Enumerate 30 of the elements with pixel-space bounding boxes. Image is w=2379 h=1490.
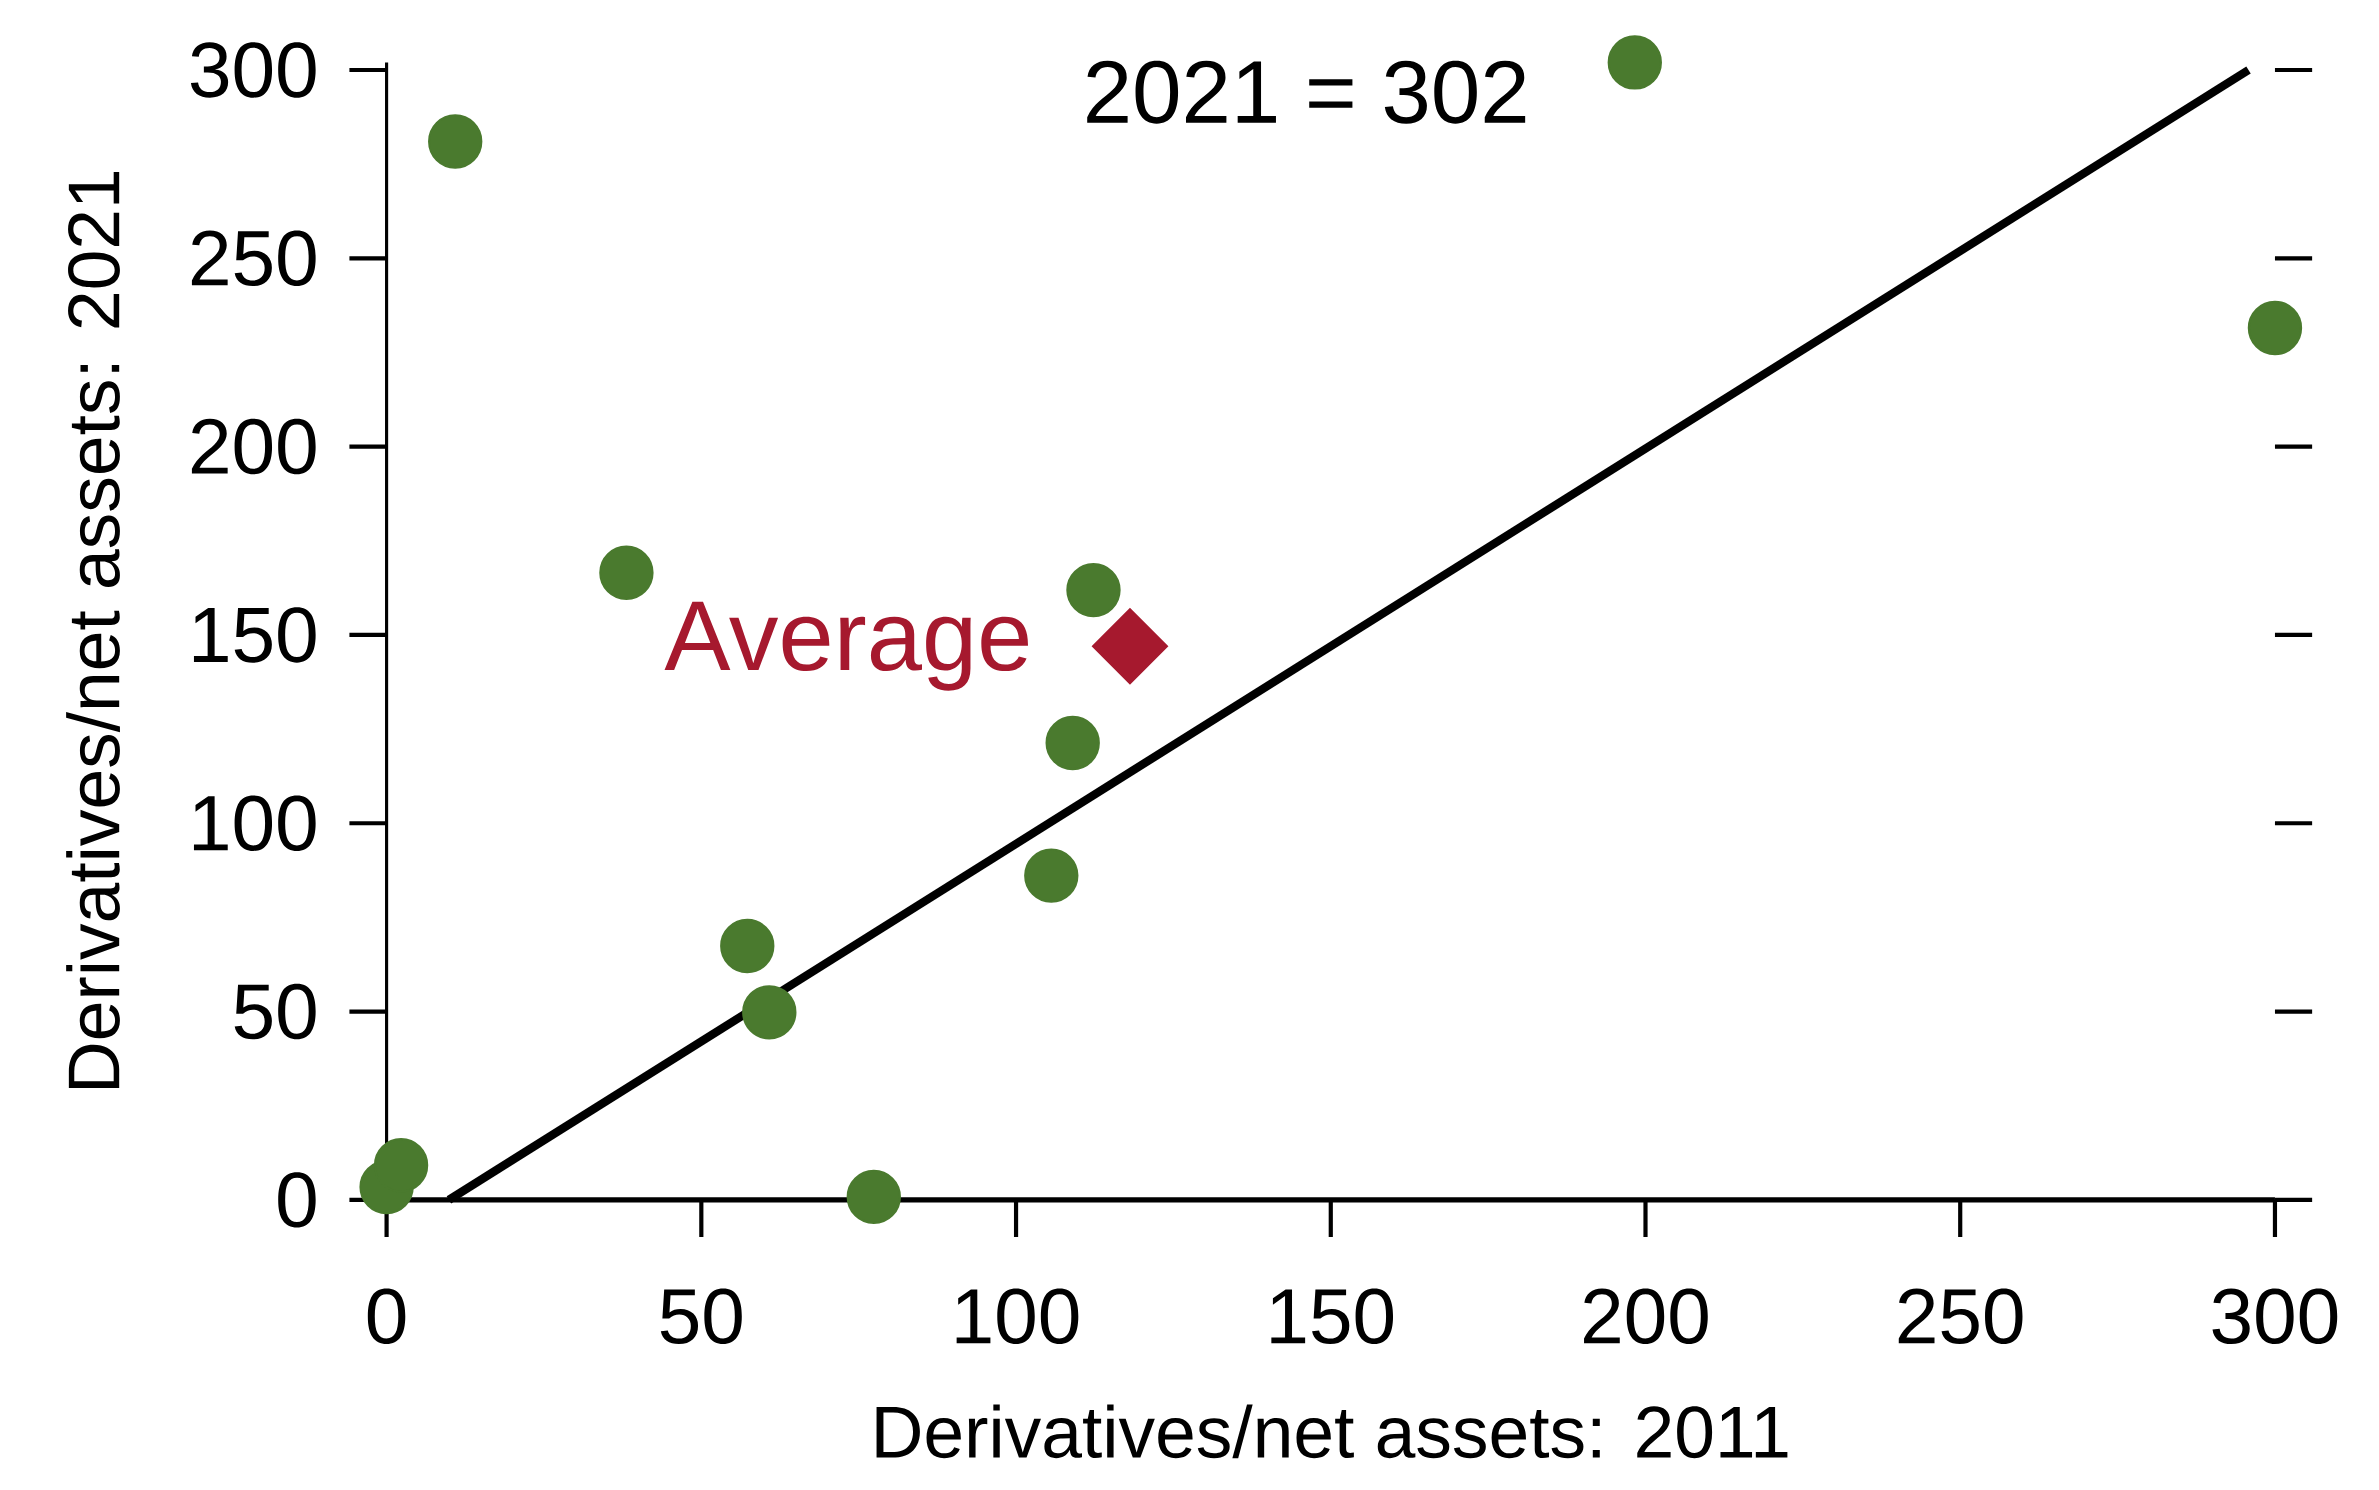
point <box>1045 715 1100 771</box>
y-tick-label: 300 <box>190 42 316 98</box>
point <box>846 1169 901 1225</box>
series-label: Average <box>664 601 1028 691</box>
x-tick-label: 0 <box>367 1288 406 1345</box>
y-tick-label: 0 <box>278 1172 316 1228</box>
point <box>2247 300 2303 356</box>
point <box>1607 35 1662 90</box>
x-axis-title: Derivatives/net assets: 2011 <box>876 1404 1788 1459</box>
point <box>720 918 775 974</box>
y-tick-label: 200 <box>191 418 316 475</box>
y-tick-label: 250 <box>191 230 316 287</box>
point <box>599 545 654 601</box>
x-tick-label: 250 <box>1898 1288 2023 1345</box>
x-tick-label: 100 <box>956 1288 1079 1345</box>
annotation: 2021 = 302 <box>1087 60 1526 124</box>
point <box>742 985 797 1040</box>
x-tick-label: 200 <box>1584 1288 1708 1345</box>
y-tick-label: 100 <box>193 795 316 852</box>
x-tick-label: 150 <box>1271 1288 1394 1345</box>
x-tick-label: 50 <box>660 1288 742 1345</box>
point <box>1091 608 1168 685</box>
y-tick-label: 50 <box>234 983 316 1040</box>
y-tick-label: 150 <box>193 607 316 663</box>
y-axis-title: Derivatives/net assets: 2021 <box>66 172 120 1089</box>
point <box>1024 848 1079 903</box>
point <box>373 1138 429 1193</box>
point <box>1066 563 1121 618</box>
x-tick-label: 300 <box>2212 1288 2338 1345</box>
point <box>428 114 483 169</box>
